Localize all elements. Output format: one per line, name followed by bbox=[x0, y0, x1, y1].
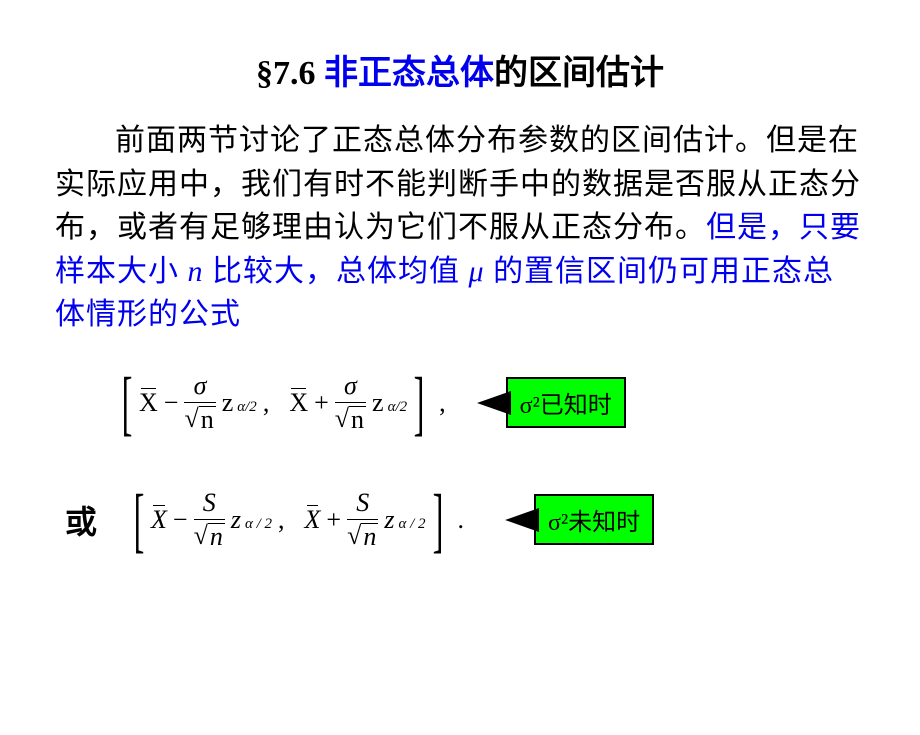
callout-text-known: σ²已知时 bbox=[520, 393, 612, 419]
plus-op-2: + bbox=[326, 505, 341, 535]
fraction-4: S √ n bbox=[347, 490, 378, 550]
right-bracket: ] bbox=[414, 367, 425, 439]
title-section-number: §7.6 bbox=[256, 55, 324, 92]
left-bracket-2: [ bbox=[134, 484, 145, 556]
paragraph-n: n bbox=[188, 255, 204, 288]
title-black-text: 的区间估计 bbox=[494, 55, 664, 92]
sqrt-sign-4: √ bbox=[347, 523, 361, 549]
comma-1: , bbox=[263, 388, 270, 418]
sqrt-sign-3: √ bbox=[194, 523, 208, 549]
formula-1: [ X − σ √ n z α/2 , X + σ bbox=[115, 367, 446, 439]
trailing-comma: , bbox=[439, 388, 446, 418]
plus-op: + bbox=[314, 388, 329, 418]
main-paragraph: 前面两节讨论了正态总体分布参数的区间估计。但是在实际应用中，我们有时不能判断手中… bbox=[0, 119, 920, 337]
formula-row-1: [ X − σ √ n z α/2 , X + σ bbox=[0, 367, 920, 439]
minus-op-2: − bbox=[173, 505, 188, 535]
sqrt-1: √ n bbox=[184, 406, 215, 433]
right-bracket-2: ] bbox=[432, 484, 443, 556]
sqrt-2: √ n bbox=[335, 406, 366, 433]
sqrt-n-den-3: √ n bbox=[194, 519, 225, 550]
alpha2-sub-4: α / 2 bbox=[398, 516, 425, 533]
xbar-3: X bbox=[151, 505, 167, 535]
sigma-num-1: σ bbox=[194, 373, 207, 402]
formula-row-2: 或 [ X − S √ n z α / 2 , X + S bbox=[0, 484, 920, 556]
z-3: z bbox=[231, 505, 241, 535]
minus-op: − bbox=[164, 388, 179, 418]
sqrt-4: √ n bbox=[347, 523, 378, 550]
sqrt-sign-1: √ bbox=[184, 406, 198, 432]
sigma-num-2: σ bbox=[344, 373, 357, 402]
sqrt-body-4: n bbox=[361, 523, 378, 550]
fraction-1: σ √ n bbox=[184, 373, 215, 433]
z-4: z bbox=[384, 505, 394, 535]
formula-2: [ X − S √ n z α / 2 , X + S bbox=[127, 484, 464, 556]
page-title: §7.6 非正态总体的区间估计 bbox=[0, 45, 920, 94]
sqrt-n-den-4: √ n bbox=[347, 519, 378, 550]
z-2: z bbox=[372, 388, 384, 418]
callout-text-unknown: σ²未知时 bbox=[548, 510, 640, 536]
S-num-1: S bbox=[203, 490, 216, 519]
sqrt-3: √ n bbox=[194, 523, 225, 550]
xbar-1: X bbox=[139, 388, 158, 418]
xbar-4: X bbox=[305, 505, 321, 535]
callout-arrow-icon bbox=[480, 394, 510, 412]
sqrt-body-3: n bbox=[208, 523, 225, 550]
callout-sigma-known: σ²已知时 bbox=[506, 377, 626, 428]
xbar-2: X bbox=[289, 388, 308, 418]
paragraph-mu: μ bbox=[469, 255, 485, 288]
fraction-3: S √ n bbox=[194, 490, 225, 550]
alpha2-sub-3: α / 2 bbox=[245, 516, 272, 533]
trailing-period: . bbox=[458, 505, 465, 535]
sqrt-n-den-2: √ n bbox=[335, 402, 366, 433]
sqrt-body-1: n bbox=[199, 406, 216, 433]
sqrt-sign-2: √ bbox=[335, 406, 349, 432]
left-bracket: [ bbox=[122, 367, 133, 439]
formula-1-inner: X − σ √ n z α/2 , X + σ √ bbox=[139, 373, 407, 433]
callout-arrow-icon-2 bbox=[508, 511, 538, 529]
formula-2-inner: X − S √ n z α / 2 , X + S √ bbox=[151, 490, 426, 550]
alpha2-sub-2: α/2 bbox=[388, 399, 408, 416]
or-label: 或 bbox=[65, 497, 97, 543]
S-num-2: S bbox=[356, 490, 369, 519]
callout-sigma-unknown: σ²未知时 bbox=[534, 494, 654, 545]
alpha2-sub-1: α/2 bbox=[237, 399, 257, 416]
fraction-2: σ √ n bbox=[335, 373, 366, 433]
comma-2: , bbox=[278, 505, 285, 535]
title-blue-text: 非正态总体 bbox=[324, 55, 494, 92]
paragraph-blue-2: 比较大，总体均值 bbox=[204, 255, 469, 288]
z-1: z bbox=[222, 388, 234, 418]
sqrt-n-den-1: √ n bbox=[184, 402, 215, 433]
sqrt-body-2: n bbox=[349, 406, 366, 433]
